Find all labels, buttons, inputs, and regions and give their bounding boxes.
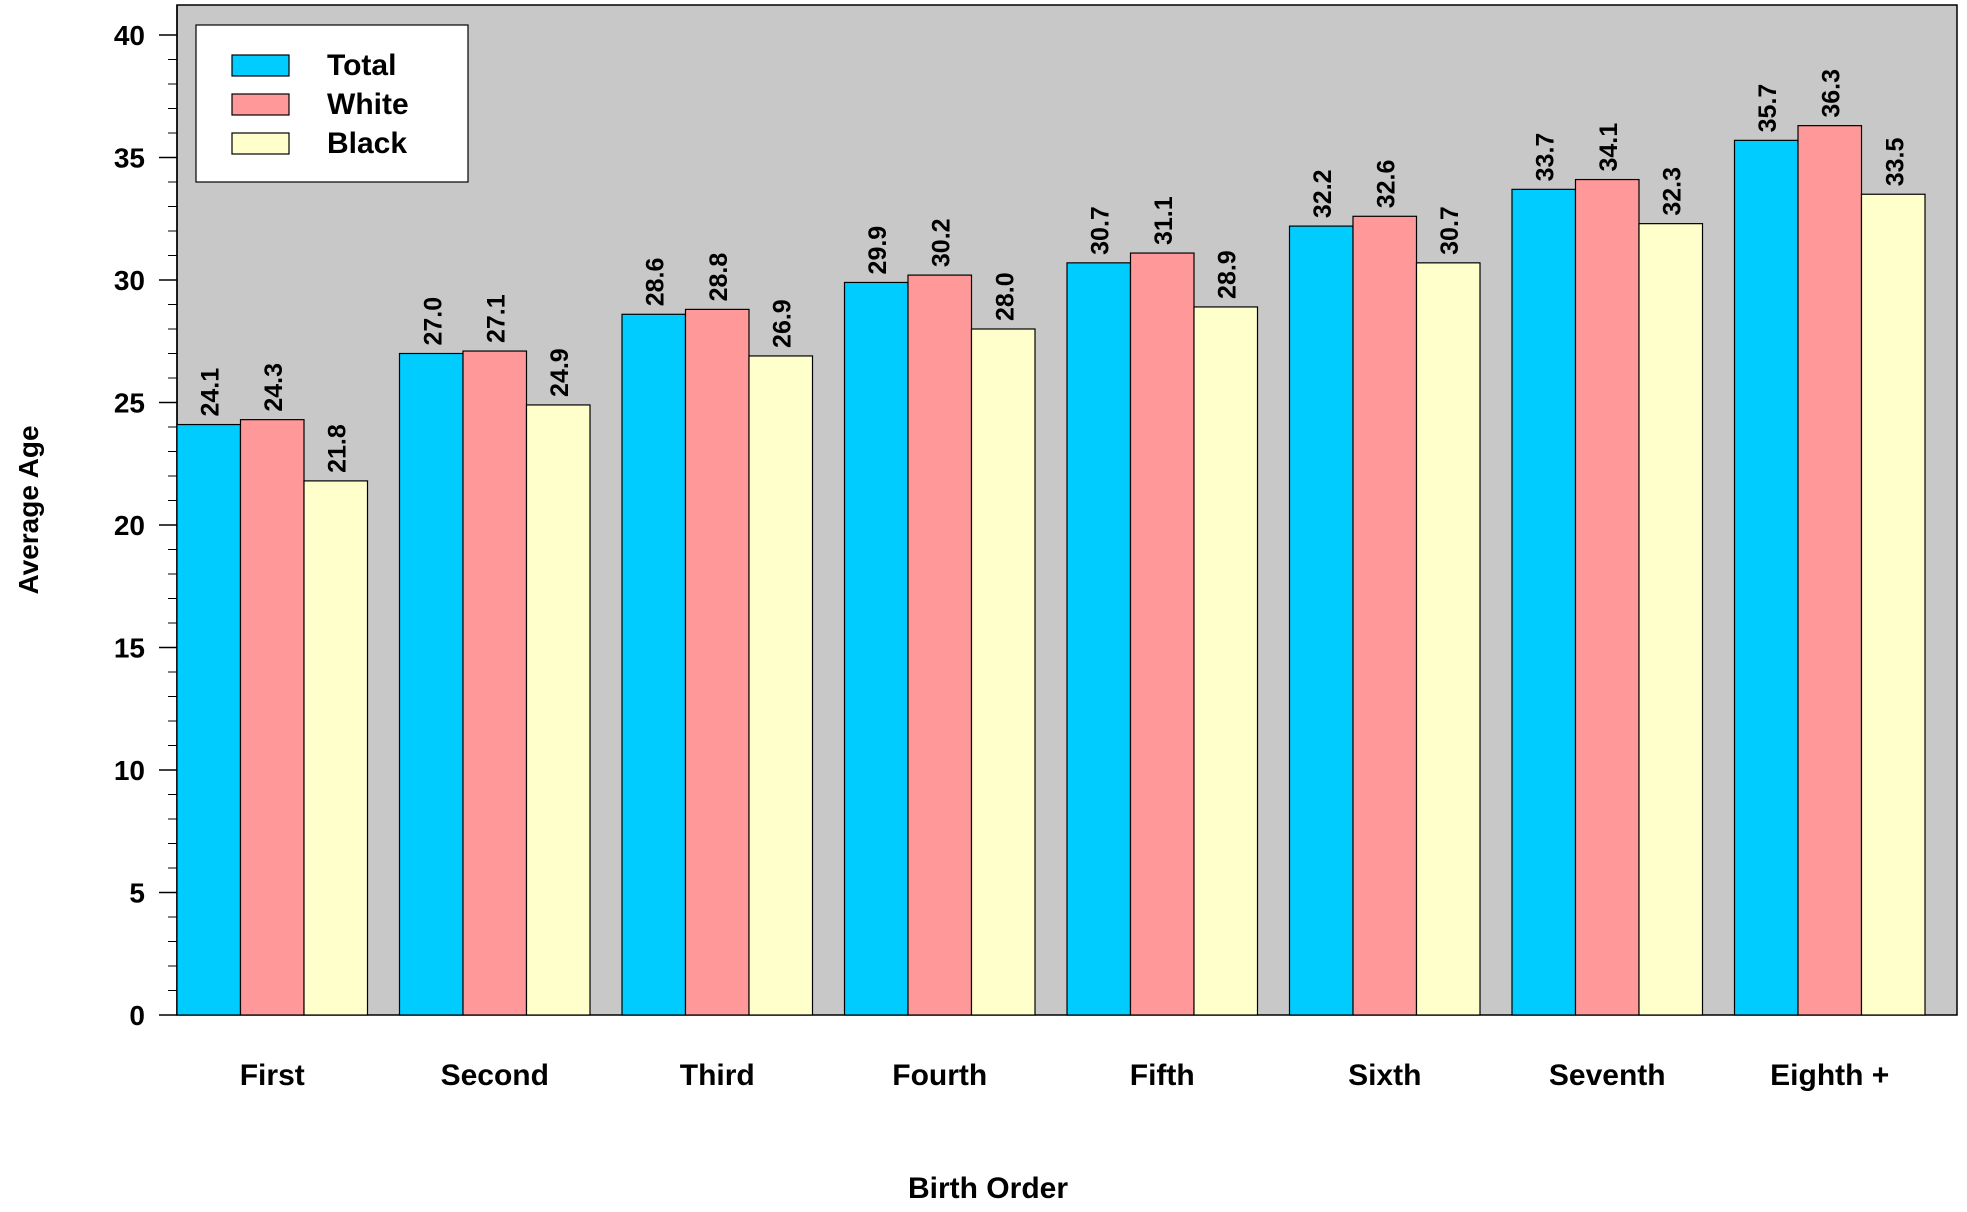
bar-black [303,480,369,1016]
bar-value-label: 35.7 [1754,84,1782,133]
y-tick-label: 20 [114,510,145,541]
x-tick-label: Eighth + [1770,1059,1889,1092]
legend-swatch-total [231,54,290,77]
legend-swatch-black [231,132,290,155]
bar-value-label: 28.9 [1214,250,1242,299]
x-axis: First Second Third Fourth Fifth Sixth Seventh E… [240,1059,1890,1092]
x-axis-title: Birth Order [908,1172,1068,1205]
bar-total [398,352,464,1016]
bar-total [1288,225,1354,1016]
bar-value-label: 26.9 [769,299,797,348]
y-axis: 0 5 10 15 20 25 30 35 40 [114,5,178,1031]
data-labels-group: 24.1 24.3 21.8 27.0 27.1 24.9 28.6 28.8 26.9 29.9… [197,69,1910,473]
bar-value-label: 30.2 [928,218,956,267]
bar-total [1066,262,1132,1016]
y-tick-label: 40 [114,20,145,51]
bar-white [239,419,305,1016]
bar-value-label: 36.3 [1818,69,1846,118]
bar-value-label: 34.1 [1595,123,1623,172]
bar-black [1193,306,1259,1016]
x-tick-label: First [240,1059,305,1092]
y-tick-label: 0 [129,1000,145,1031]
legend-label: Black [327,127,407,160]
bar-white [907,274,973,1016]
x-tick-label: Sixth [1348,1059,1421,1092]
bar-value-label: 32.6 [1373,160,1401,209]
x-tick-label: Fourth [892,1059,987,1092]
legend: Total White Black [195,24,469,183]
bar-value-label: 33.5 [1881,137,1909,186]
bar-white [684,308,750,1016]
bar-value-label: 21.8 [324,424,352,473]
bar-total [1511,188,1577,1016]
x-tick-label: Third [680,1059,755,1092]
bar-black [1638,223,1704,1016]
x-tick-label: Seventh [1549,1059,1666,1092]
bar-value-label: 32.3 [1659,167,1687,216]
legend-box [195,24,469,183]
bar-black [525,404,591,1016]
y-tick-label: 5 [129,878,145,909]
y-tick-label: 25 [114,388,145,419]
bars-group [176,125,1926,1016]
bar-value-label: 27.1 [483,294,511,343]
bar-black [1415,262,1481,1016]
bar-total [843,281,909,1016]
bar-total [1733,139,1799,1016]
x-tick-label: Second [441,1059,549,1092]
bar-white [1574,178,1640,1016]
y-axis-title: Average Age [13,425,44,594]
bar-white [1129,252,1195,1016]
bar-total [176,423,242,1016]
bar-value-label: 28.8 [705,253,733,302]
bar-value-label: 24.1 [197,368,225,417]
bar-white [1352,215,1418,1016]
bar-value-label: 31.1 [1150,196,1178,245]
bar-value-label: 29.9 [864,226,892,275]
bar-value-label: 27.0 [419,297,447,346]
bar-value-label: 24.9 [546,348,574,397]
legend-swatch-white [231,93,290,116]
bar-value-label: 30.7 [1087,206,1115,255]
legend-label: White [327,88,409,121]
bar-black [1860,193,1926,1016]
bar-value-label: 24.3 [260,363,288,412]
y-tick-label: 30 [114,265,145,296]
bar-value-label: 32.2 [1309,169,1337,218]
bar-total [621,313,687,1016]
bar-black [970,328,1036,1016]
x-tick-label: Fifth [1130,1059,1195,1092]
bar-value-label: 28.6 [642,258,670,307]
bar-value-label: 28.0 [991,272,1019,321]
bar-black [748,355,814,1016]
bar-white [1797,125,1863,1016]
y-tick-label: 10 [114,755,145,786]
legend-label: Total [327,49,396,82]
y-tick-label: 15 [114,633,145,664]
bar-white [462,350,528,1016]
y-tick-label: 35 [114,143,145,174]
bar-value-label: 30.7 [1436,206,1464,255]
bar-value-label: 33.7 [1532,133,1560,182]
